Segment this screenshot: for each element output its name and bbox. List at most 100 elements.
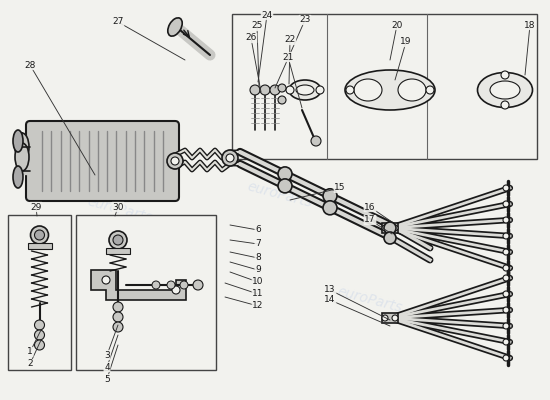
- Text: 8: 8: [255, 254, 261, 262]
- Circle shape: [503, 233, 509, 239]
- Text: euroParts: euroParts: [246, 180, 314, 210]
- Circle shape: [382, 315, 388, 321]
- Text: 6: 6: [255, 226, 261, 234]
- Circle shape: [392, 225, 398, 231]
- Text: 20: 20: [391, 20, 403, 30]
- Text: 1: 1: [27, 348, 33, 356]
- Ellipse shape: [289, 80, 321, 100]
- Circle shape: [250, 85, 260, 95]
- Text: 5: 5: [104, 374, 110, 384]
- Circle shape: [501, 101, 509, 109]
- Text: 12: 12: [252, 302, 263, 310]
- Circle shape: [316, 86, 324, 94]
- Circle shape: [270, 85, 280, 95]
- Text: euroParts: euroParts: [86, 194, 154, 226]
- Text: 23: 23: [299, 16, 311, 24]
- Text: 21: 21: [282, 52, 294, 62]
- Bar: [8, 215, 71, 370]
- Text: 24: 24: [261, 10, 273, 20]
- Circle shape: [30, 226, 48, 244]
- Text: 25: 25: [251, 22, 263, 30]
- Ellipse shape: [477, 72, 532, 108]
- Circle shape: [503, 323, 509, 329]
- Circle shape: [503, 265, 509, 271]
- Circle shape: [152, 281, 160, 289]
- Ellipse shape: [490, 81, 520, 99]
- Text: 28: 28: [24, 60, 36, 70]
- Polygon shape: [91, 270, 186, 300]
- Ellipse shape: [15, 143, 29, 171]
- Ellipse shape: [296, 85, 314, 95]
- Ellipse shape: [345, 70, 435, 110]
- Circle shape: [167, 281, 175, 289]
- Circle shape: [503, 185, 509, 191]
- Ellipse shape: [398, 79, 426, 101]
- Circle shape: [346, 86, 354, 94]
- Circle shape: [35, 320, 45, 330]
- FancyBboxPatch shape: [26, 121, 179, 201]
- Circle shape: [384, 232, 396, 244]
- Text: 22: 22: [284, 36, 296, 44]
- Circle shape: [503, 355, 509, 361]
- Text: 7: 7: [255, 240, 261, 248]
- Circle shape: [167, 153, 183, 169]
- Bar: [382, 223, 398, 233]
- Circle shape: [278, 96, 286, 104]
- Circle shape: [109, 231, 127, 249]
- Bar: [76, 215, 216, 370]
- Bar: [106, 248, 130, 254]
- Circle shape: [35, 230, 45, 240]
- Circle shape: [113, 302, 123, 312]
- Circle shape: [180, 281, 188, 289]
- Circle shape: [503, 275, 509, 281]
- Text: 3: 3: [104, 350, 110, 360]
- Ellipse shape: [13, 166, 23, 188]
- Circle shape: [260, 85, 270, 95]
- Circle shape: [503, 307, 509, 313]
- Bar: [28, 243, 52, 249]
- Text: 16: 16: [364, 202, 376, 212]
- Circle shape: [392, 315, 398, 321]
- Circle shape: [278, 167, 292, 181]
- Circle shape: [384, 222, 396, 234]
- Circle shape: [222, 150, 238, 166]
- Ellipse shape: [15, 133, 29, 161]
- Circle shape: [226, 154, 234, 162]
- Text: 13: 13: [324, 286, 336, 294]
- Circle shape: [35, 340, 45, 350]
- Text: 4: 4: [104, 362, 110, 372]
- Text: 9: 9: [255, 266, 261, 274]
- Circle shape: [503, 291, 509, 297]
- Circle shape: [503, 339, 509, 345]
- Text: 29: 29: [30, 202, 42, 212]
- Circle shape: [102, 276, 110, 284]
- Text: 11: 11: [252, 290, 264, 298]
- Text: 14: 14: [324, 296, 336, 304]
- Text: euroParts: euroParts: [336, 284, 404, 316]
- Bar: [232, 14, 537, 159]
- Circle shape: [503, 217, 509, 223]
- Circle shape: [286, 86, 294, 94]
- Circle shape: [426, 86, 434, 94]
- Text: 17: 17: [364, 216, 376, 224]
- Ellipse shape: [13, 130, 23, 152]
- Circle shape: [311, 136, 321, 146]
- Text: 30: 30: [112, 202, 124, 212]
- Ellipse shape: [354, 79, 382, 101]
- Text: 18: 18: [524, 20, 536, 30]
- Circle shape: [172, 286, 180, 294]
- Circle shape: [323, 189, 337, 203]
- Circle shape: [501, 71, 509, 79]
- Text: 27: 27: [112, 18, 124, 26]
- Circle shape: [113, 322, 123, 332]
- Circle shape: [323, 201, 337, 215]
- Circle shape: [278, 84, 286, 92]
- Circle shape: [278, 179, 292, 193]
- Circle shape: [113, 235, 123, 245]
- Ellipse shape: [168, 18, 182, 36]
- Bar: [382, 313, 398, 323]
- Circle shape: [193, 280, 203, 290]
- Text: 26: 26: [245, 34, 257, 42]
- Circle shape: [503, 249, 509, 255]
- Text: 19: 19: [400, 38, 412, 46]
